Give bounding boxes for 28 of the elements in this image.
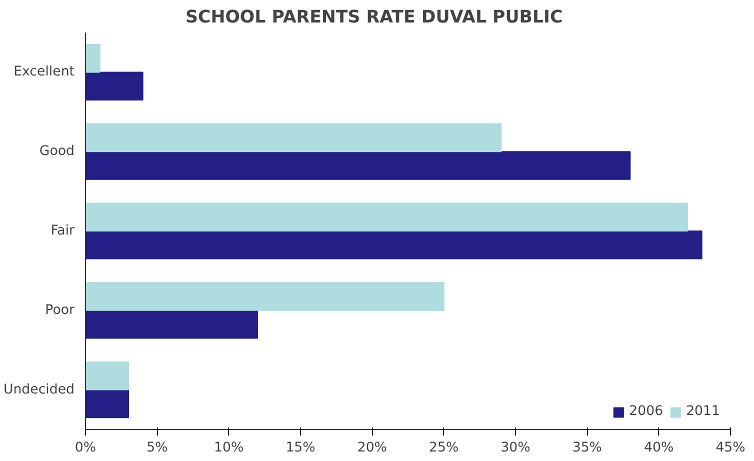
bar (86, 72, 144, 100)
x-tick-label: 25% (429, 440, 459, 456)
bar (86, 151, 631, 180)
x-tick-label: 10% (214, 440, 244, 456)
y-tick-label: Good (39, 144, 75, 160)
x-tick-label: 20% (357, 440, 387, 456)
x-tick-label: 40% (644, 440, 674, 456)
legend-label: 2006 (629, 404, 664, 419)
bar (86, 282, 444, 311)
bar (86, 44, 100, 73)
x-tick-label: 30% (500, 440, 530, 456)
bar (86, 389, 129, 418)
x-tick-label: 35% (572, 440, 602, 456)
x-tick-label: 5% (146, 440, 168, 456)
y-tick-label: Fair (50, 224, 76, 238)
legend-label: 2011 (686, 404, 720, 419)
bar (86, 362, 129, 390)
x-tick-label: 15% (286, 440, 316, 456)
bar (86, 202, 688, 232)
bar (86, 230, 702, 260)
y-tick-label: Undecided (3, 382, 74, 398)
x-tick-label: 0% (74, 440, 96, 456)
bar (86, 123, 502, 152)
bar (86, 310, 258, 339)
x-tick-label: 45% (716, 440, 746, 456)
y-tick-label: Poor (45, 302, 76, 318)
chart-title: SCHOOL PARENTS RATE DUVAL PUBLIC (186, 8, 563, 28)
y-tick-label: Excellent (14, 64, 75, 80)
